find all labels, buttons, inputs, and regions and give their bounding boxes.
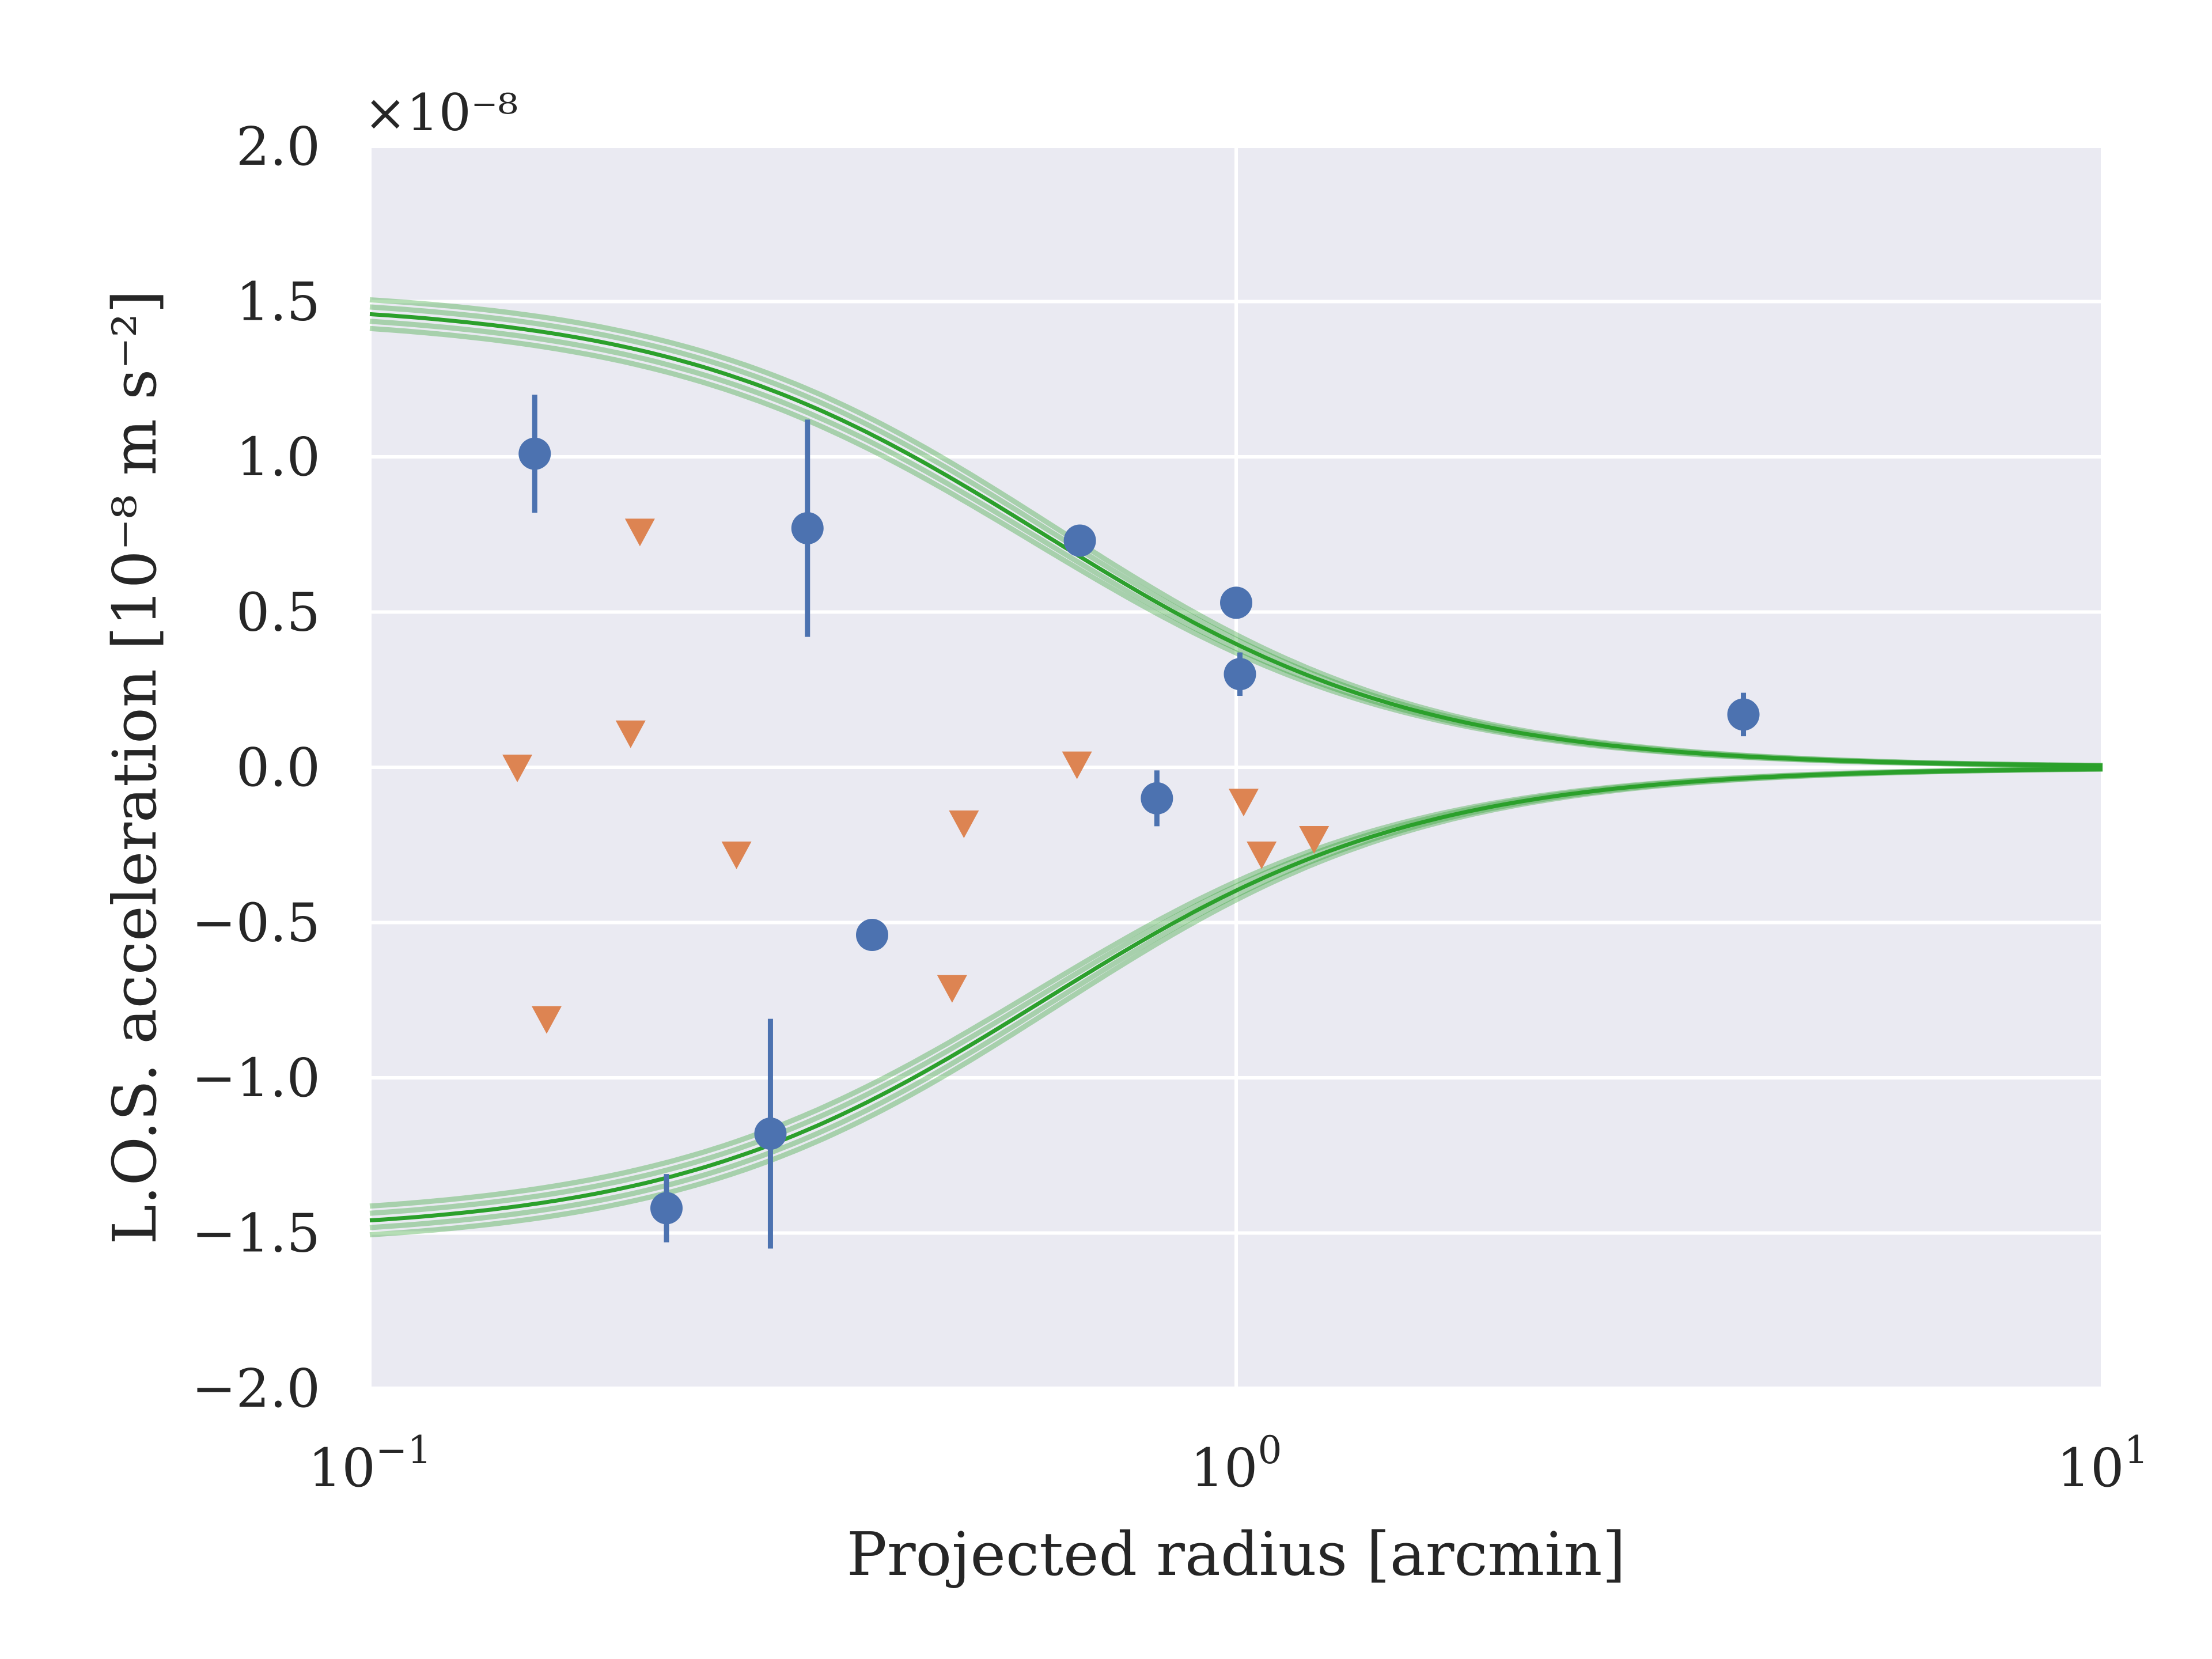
data-point-triangle: [624, 518, 655, 547]
y-tick-label: 1.5: [236, 271, 320, 333]
model-curve-lower: [369, 766, 2103, 1230]
data-point-circle: [754, 1118, 787, 1150]
data-point-triangle: [937, 975, 967, 1003]
data-point-circle: [1220, 586, 1252, 619]
data-point-circle: [791, 512, 824, 544]
data-point-triangle: [531, 1006, 562, 1034]
grid: [368, 145, 2104, 1390]
model-curve-upper: [369, 297, 2103, 768]
data-point-circle: [1727, 698, 1760, 731]
y-tick-label: 0.5: [236, 582, 320, 643]
y-tick-label: 2.0: [236, 116, 320, 177]
x-tick-label: 10−1: [308, 1428, 431, 1499]
data-point-circle: [650, 1192, 683, 1225]
data-point-circle: [1141, 782, 1173, 815]
data-points: [502, 395, 1760, 1249]
y-axis-label: L.O.S. acceleration [10⁻⁸ m s⁻²]: [100, 290, 170, 1244]
y-tick-label: 0.0: [236, 737, 320, 798]
data-point-triangle: [1062, 751, 1092, 779]
data-point-triangle: [615, 720, 646, 748]
y-tick-label: −0.5: [192, 892, 320, 954]
data-point-triangle: [721, 841, 752, 869]
model-curve-upper: [369, 312, 2103, 768]
data-point-circle: [1063, 524, 1096, 557]
data-point-triangle: [502, 755, 533, 782]
model-curves: [369, 297, 2103, 1237]
y-offset-label: ×10⁻⁸: [364, 83, 518, 142]
data-point-circle: [855, 919, 888, 952]
y-tick-label: −1.0: [192, 1047, 320, 1109]
y-tick-labels: 2.0 1.5 1.0 0.5 0.0 −0.5 −1.0 −1.5 −2.0: [192, 116, 320, 1419]
x-axis-label: Projected radius [arcmin]: [847, 1519, 1626, 1589]
data-point-triangle: [949, 810, 979, 839]
data-point-triangle: [1228, 789, 1259, 817]
x-tick-label: 100: [1190, 1428, 1282, 1499]
data-point-circle: [1224, 658, 1256, 691]
x-tick-labels: 10−1 100 101: [308, 1428, 2149, 1499]
data-point-circle: [518, 437, 551, 470]
model-curve-lower: [369, 767, 2103, 1223]
data-point-triangle: [1299, 825, 1330, 854]
y-tick-label: −1.5: [192, 1203, 320, 1264]
x-tick-label: 101: [2056, 1428, 2148, 1499]
model-curve-upper: [369, 304, 2103, 768]
y-tick-label: −2.0: [192, 1358, 320, 1419]
y-tick-label: 1.0: [236, 426, 320, 488]
data-point-triangle: [1247, 841, 1277, 869]
